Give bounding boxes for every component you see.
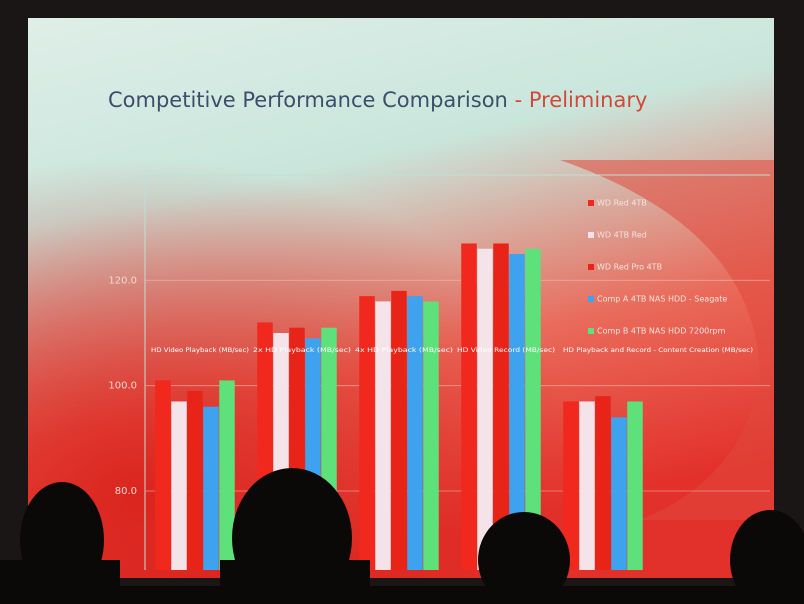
legend-swatch — [588, 200, 594, 206]
y-tick-label: 80.0 — [115, 486, 137, 497]
bar — [407, 296, 423, 570]
bar — [563, 401, 579, 570]
y-tick-label: 120.0 — [108, 275, 137, 286]
bar — [611, 417, 627, 570]
bar — [509, 254, 525, 570]
bar — [423, 301, 439, 570]
bar — [477, 248, 493, 570]
bar — [493, 243, 509, 570]
legend-swatch — [588, 232, 594, 238]
legend-label: WD Red Pro 4TB — [597, 263, 662, 272]
legend-label: Comp B 4TB NAS HDD 7200rpm — [597, 327, 726, 336]
legend-label: Comp A 4TB NAS HDD - Seagate — [597, 295, 727, 304]
legend-swatch — [588, 264, 594, 270]
bar — [579, 401, 595, 570]
bar — [219, 380, 235, 570]
bar — [595, 396, 611, 570]
legend-label: WD 4TB Red — [597, 231, 647, 240]
x-tick-label: 4x HD Playback (MB/sec) — [355, 346, 453, 354]
bar — [203, 406, 219, 570]
title-main: Competitive Performance Comparison — [108, 88, 508, 112]
bar — [461, 243, 477, 570]
x-tick-label: 2x HD Playback (MB/sec) — [253, 346, 351, 354]
bar — [391, 290, 407, 570]
title-suffix: - Preliminary — [515, 88, 648, 112]
legend-swatch — [588, 328, 594, 334]
slide-swoosh — [560, 160, 774, 520]
x-tick-label: HD Video Record (MB/sec) — [457, 346, 555, 354]
bar — [171, 401, 187, 570]
audience — [0, 468, 804, 604]
bar — [375, 301, 391, 570]
legend-label: WD Red 4TB — [597, 199, 647, 208]
bar — [187, 390, 203, 570]
x-tick-label: HD Video Playback (MB/sec) — [151, 346, 249, 354]
bar — [627, 401, 643, 570]
bar — [359, 296, 375, 570]
bar — [155, 380, 171, 570]
bar — [525, 248, 541, 570]
chart-title: Competitive Performance Comparison - Pre… — [108, 88, 647, 112]
y-tick-label: 100.0 — [108, 381, 137, 392]
legend-swatch — [588, 296, 594, 302]
x-tick-label: HD Playback and Record - Content Creatio… — [563, 346, 753, 354]
